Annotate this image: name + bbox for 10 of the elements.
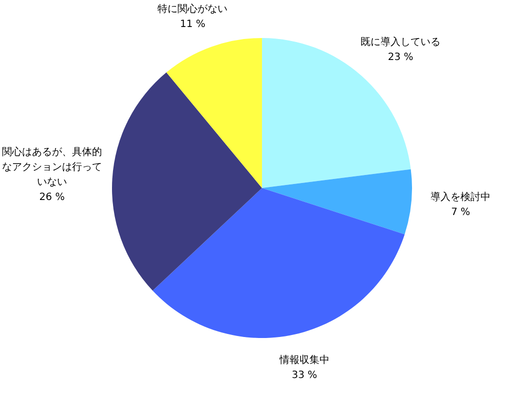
data-label: 11 % [179,18,206,32]
slice-label: 既に導入している [360,36,441,50]
slice-label: 特に関心がない [158,2,228,17]
data-label: 7 % [450,206,472,220]
data-label: 33 % [290,369,318,384]
slice-label: 情報収集中 [279,354,330,368]
data-label: 26 % [38,191,66,206]
slice-label: 導入を検討中 [430,190,491,206]
slice-label: 関心はあるが、具体的なアクションは行っていない [2,146,102,190]
data-label: 23 % [386,50,414,65]
